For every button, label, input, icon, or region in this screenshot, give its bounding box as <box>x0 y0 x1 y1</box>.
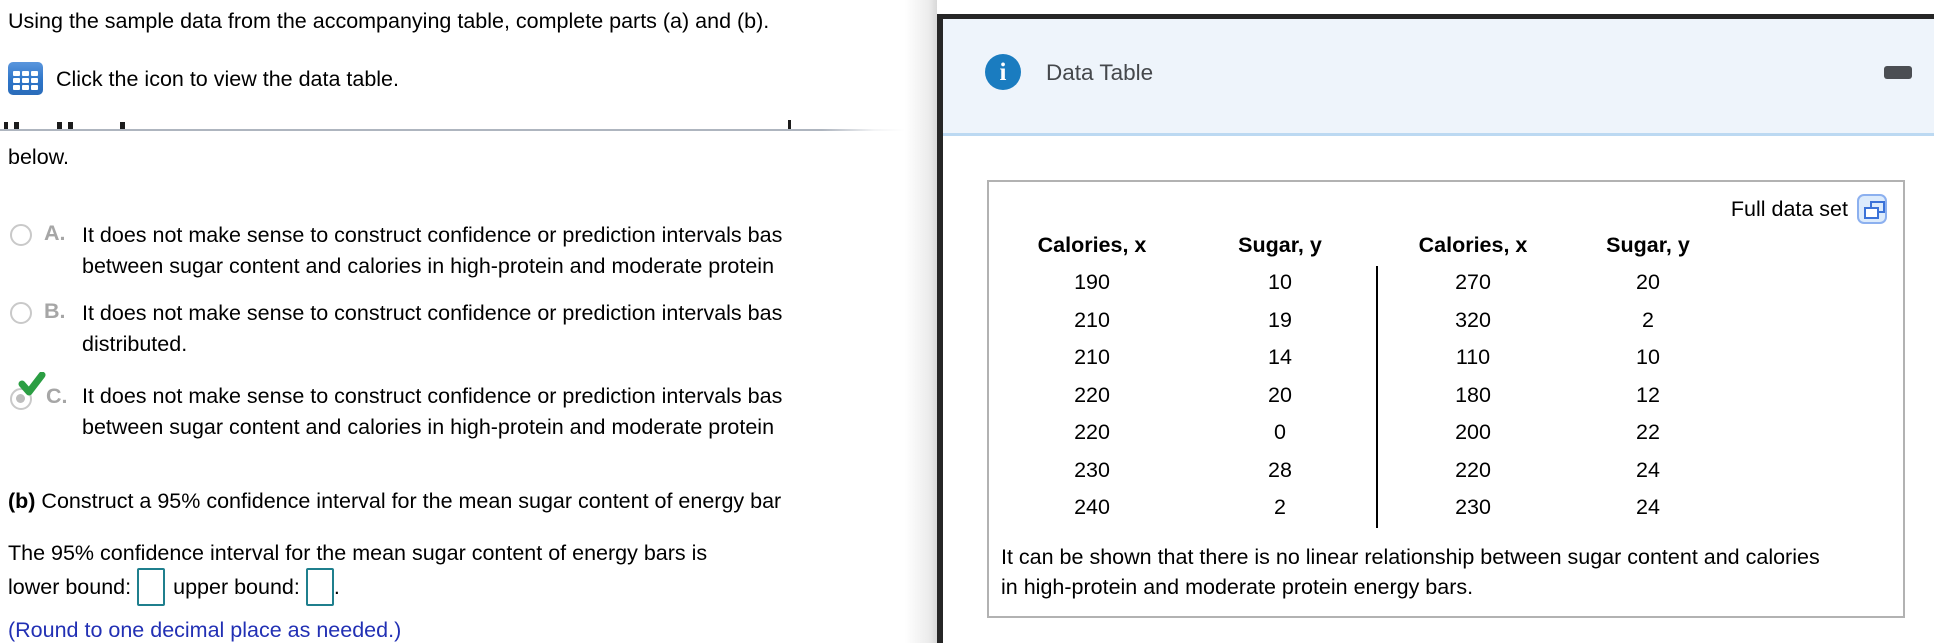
table-cell: 210 <box>1074 307 1110 332</box>
full-data-set-icon[interactable] <box>1857 194 1887 224</box>
option-a-line2: between sugar content and calories in hi… <box>82 254 775 278</box>
column-header: Calories, x <box>1418 233 1528 257</box>
sentence-period: . <box>333 574 340 599</box>
column-header: Sugar, y <box>1606 233 1690 257</box>
table-cell: 320 <box>1455 307 1491 332</box>
table-note: It can be shown that there is no linear … <box>1001 545 1820 599</box>
table-cell: 220 <box>1074 382 1110 407</box>
table-cell: 10 <box>1268 270 1292 294</box>
table-column: Sugar, y 10 19 14 20 0 28 2 <box>1205 230 1355 527</box>
option-letter-a: A. <box>44 221 66 245</box>
check-icon <box>18 372 46 396</box>
table-cell: 24 <box>1636 495 1660 519</box>
bounds-row: lower bound: upper bound: . <box>8 568 340 606</box>
upper-bound-input[interactable] <box>305 568 334 606</box>
column-header: Sugar, y <box>1238 233 1322 257</box>
table-cell: 20 <box>1636 270 1660 294</box>
lower-bound-label: lower bound: <box>8 574 132 599</box>
table-cell: 2 <box>1274 495 1286 519</box>
table-cell: 210 <box>1074 345 1110 369</box>
table-cell: 180 <box>1455 382 1491 407</box>
table-vertical-divider <box>1376 266 1378 528</box>
icon-instruction: Click the icon to view the data table. <box>56 67 399 91</box>
upper-bound-label: upper bound: <box>173 574 300 599</box>
table-cell: 110 <box>1455 345 1491 369</box>
table-cell: 10 <box>1636 345 1660 369</box>
table-cell: 19 <box>1268 307 1292 332</box>
option-letter-b: B. <box>44 299 66 323</box>
table-column: Sugar, y 20 2 10 12 22 24 24 <box>1573 230 1723 527</box>
full-data-set-row: Full data set <box>1731 194 1887 224</box>
table-cell: 190 <box>1074 270 1110 294</box>
table-cell: 200 <box>1455 420 1491 444</box>
dialog-titlebar[interactable]: i Data Table <box>943 19 1934 136</box>
part-b-text: Construct a 95% confidence interval for … <box>35 489 782 513</box>
table-cell: 230 <box>1455 495 1491 519</box>
dialog-title: Data Table <box>1046 60 1154 85</box>
column-header: Calories, x <box>1037 233 1147 257</box>
data-table-icon[interactable] <box>8 62 43 95</box>
radio-a[interactable] <box>10 224 32 246</box>
table-cell: 230 <box>1074 457 1110 482</box>
table-cell: 28 <box>1268 457 1292 482</box>
radio-b[interactable] <box>10 302 32 324</box>
ci-sentence: The 95% confidence interval for the mean… <box>8 541 708 565</box>
table-cell: 2 <box>1642 307 1654 332</box>
table-column: Calories, x 270 320 110 180 200 220 230 <box>1398 230 1548 527</box>
full-data-set-label: Full data set <box>1730 196 1848 221</box>
option-b-line1: It does not make sense to construct conf… <box>82 301 783 325</box>
table-cell: 20 <box>1268 382 1292 407</box>
option-c-line1: It does not make sense to construct conf… <box>82 384 783 408</box>
info-icon: i <box>985 54 1021 90</box>
table-cell: 24 <box>1636 457 1660 482</box>
part-b-label: (b) <box>8 489 36 513</box>
table-column: Calories, x 190 210 210 220 220 230 240 <box>1017 230 1167 527</box>
table-cell: 22 <box>1636 420 1660 444</box>
minimize-button[interactable] <box>1884 66 1912 79</box>
table-cell: 0 <box>1274 420 1286 444</box>
option-b-line2: distributed. <box>82 332 188 356</box>
data-table-dialog: i Data Table Full data set Calories, x 1… <box>937 14 1934 643</box>
table-cell: 12 <box>1636 382 1660 407</box>
option-letter-c: C. <box>46 384 68 408</box>
table-cell: 220 <box>1074 420 1110 444</box>
part-b-prompt: (b) Construct a 95% confidence interval … <box>8 486 781 516</box>
round-note: (Round to one decimal place as needed.) <box>8 618 402 642</box>
table-cell: 14 <box>1268 345 1292 369</box>
option-c-line2: between sugar content and calories in hi… <box>82 415 775 439</box>
section-divider <box>0 129 944 131</box>
question-area: Using the sample data from the accompany… <box>0 0 944 643</box>
table-cell: 240 <box>1074 495 1110 519</box>
below-text: below. <box>8 145 69 169</box>
dialog-body: Full data set Calories, x 190 210 210 220 22… <box>943 136 1934 643</box>
option-a-line1: It does not make sense to construct conf… <box>82 223 783 247</box>
question-intro: Using the sample data from the accompany… <box>8 9 770 33</box>
table-cell: 220 <box>1455 457 1491 482</box>
table-cell: 270 <box>1455 270 1491 294</box>
data-table-panel: Full data set Calories, x 190 210 210 220 22… <box>987 180 1905 618</box>
lower-bound-input[interactable] <box>137 568 166 606</box>
